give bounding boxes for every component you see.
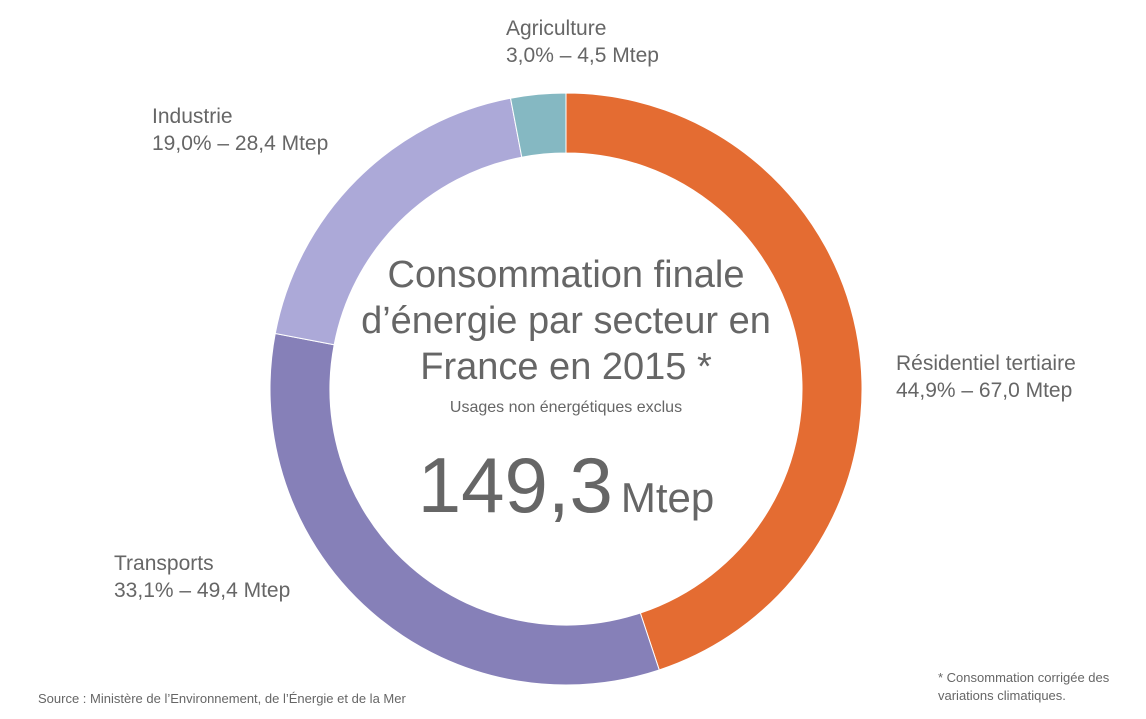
slice-name: Industrie bbox=[152, 105, 233, 128]
source-note: Source : Ministère de l’Environnement, d… bbox=[38, 691, 406, 706]
slice-agriculture bbox=[509, 92, 567, 158]
slice-value: 44,9% – 67,0 Mtep bbox=[896, 379, 1073, 402]
label-transports: Transports 33,1% – 49,4 Mtep bbox=[114, 550, 290, 604]
label-industrie: Industrie 19,0% – 28,4 Mtep bbox=[152, 103, 328, 157]
label-agriculture: Agriculture 3,0% – 4,5 Mtep bbox=[506, 15, 659, 69]
slice-transports bbox=[269, 332, 660, 686]
chart-subtitle: Usages non énergétiques exclus bbox=[449, 399, 683, 416]
slice-name: Transports bbox=[114, 552, 214, 575]
slice-value: 3,0% – 4,5 Mtep bbox=[506, 44, 659, 67]
total-number: 149,3 bbox=[417, 441, 613, 529]
total-value: 149,3 Mtep bbox=[316, 440, 816, 531]
slice-name: Agriculture bbox=[506, 17, 607, 40]
chart-title: Consommation finale d’énergie par secteu… bbox=[361, 254, 771, 388]
total-unit: Mtep bbox=[620, 474, 715, 521]
slice-r-sidentiel-tertiaire bbox=[565, 92, 863, 671]
slice-name: Résidentiel tertiaire bbox=[896, 352, 1076, 375]
slice-value: 33,1% – 49,4 Mtep bbox=[114, 579, 291, 602]
slice-value: 19,0% – 28,4 Mtep bbox=[152, 132, 329, 155]
label-residentiel: Résidentiel tertiaire 44,9% – 67,0 Mtep bbox=[896, 350, 1076, 404]
footnote: * Consommation corrigée des variations c… bbox=[938, 670, 1110, 703]
